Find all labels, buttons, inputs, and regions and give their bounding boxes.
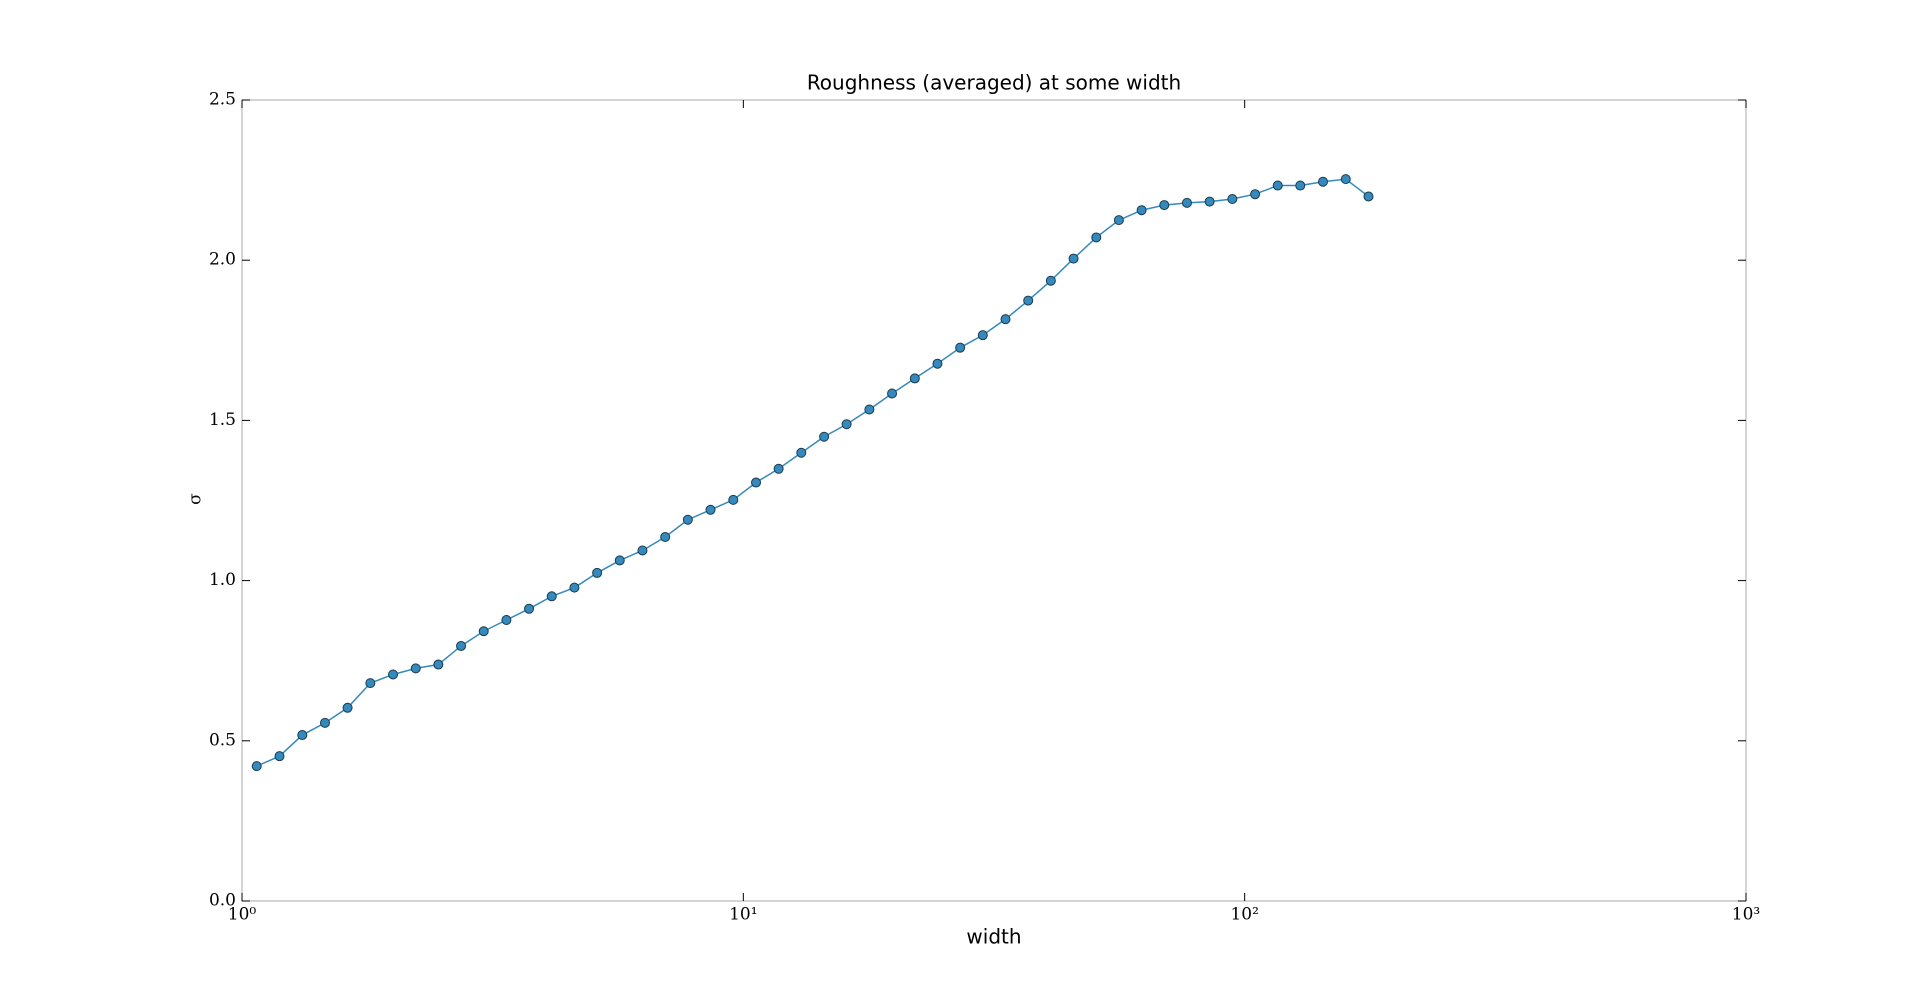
point — [637, 545, 648, 556]
point — [433, 659, 444, 670]
point — [456, 640, 467, 651]
point — [955, 342, 966, 353]
point — [1227, 194, 1238, 205]
point — [705, 504, 716, 515]
point — [319, 717, 330, 728]
point — [1023, 295, 1034, 306]
point — [1363, 191, 1374, 202]
point — [365, 678, 376, 689]
point — [796, 447, 807, 458]
x-tick-label: 10¹ — [729, 905, 757, 925]
point — [909, 373, 920, 384]
point — [1159, 200, 1170, 211]
point — [773, 463, 784, 474]
point — [1204, 196, 1215, 207]
y-axis-label: σ — [186, 493, 206, 505]
point — [1317, 176, 1328, 187]
point — [1272, 180, 1283, 191]
point — [1045, 275, 1056, 286]
point — [682, 514, 693, 525]
point — [592, 567, 603, 578]
point — [1000, 314, 1011, 325]
point — [388, 669, 399, 680]
chart-title: Roughness (averaged) at some width — [807, 71, 1181, 95]
x-tick-label: 10² — [1230, 905, 1258, 925]
point — [1091, 232, 1102, 243]
point — [819, 431, 830, 442]
point — [841, 419, 852, 430]
y-tick-label: 0.0 — [209, 891, 236, 911]
point — [660, 532, 671, 543]
y-tick-label: 1.0 — [209, 570, 236, 590]
point — [478, 626, 489, 637]
point — [977, 330, 988, 341]
y-tick-label: 2.5 — [209, 90, 236, 110]
x-tick-label: 10³ — [1732, 905, 1760, 925]
x-axis-label: width — [966, 925, 1021, 949]
point — [1113, 215, 1124, 226]
point — [1340, 174, 1351, 185]
point — [342, 702, 353, 713]
y-tick-label: 2.0 — [209, 250, 236, 270]
point — [932, 358, 943, 369]
y-tick-label: 1.5 — [209, 410, 236, 430]
plot-frame — [241, 99, 1747, 902]
y-tick-label: 0.5 — [209, 730, 236, 750]
point — [887, 388, 898, 399]
point — [524, 603, 535, 614]
point — [1250, 189, 1261, 200]
point — [501, 615, 512, 626]
point — [1136, 205, 1147, 216]
point — [251, 761, 262, 772]
point — [728, 494, 739, 505]
point — [410, 663, 421, 674]
point — [1181, 197, 1192, 208]
point — [1295, 180, 1306, 191]
point — [546, 591, 557, 602]
point — [614, 555, 625, 566]
point — [864, 404, 875, 415]
point — [751, 477, 762, 488]
point — [569, 582, 580, 593]
point — [1068, 253, 1079, 264]
series-line — [256, 178, 1369, 767]
point — [274, 751, 285, 762]
x-tick-label: 10⁰ — [228, 905, 257, 925]
point — [297, 730, 308, 741]
